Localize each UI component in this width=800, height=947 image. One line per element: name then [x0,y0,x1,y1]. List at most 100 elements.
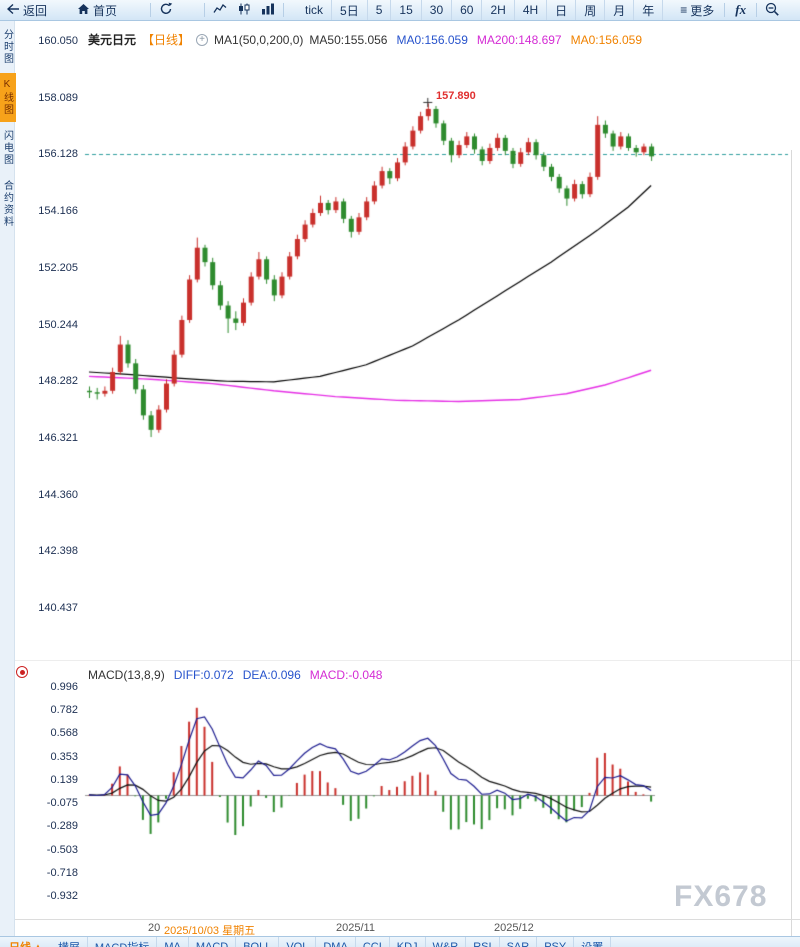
more-button[interactable]: ≡ 更多 [673,0,721,20]
macd-params-label: MACD(13,8,9) [88,668,165,682]
bottom-indicator-设置[interactable]: 设置 [574,937,612,947]
period-dropdown-label: 日线 [9,939,31,947]
interval-button-日[interactable]: 日 [547,0,577,20]
sidebar-item-4[interactable]: 合约资料 [1,180,13,228]
formula-button[interactable]: fx [728,0,753,20]
ma-params-label: MA1(50,0,200,0) [214,32,304,47]
price-axis-label: 142.398 [38,545,78,558]
ma-values: MA50:155.056 MA0:156.059 MA200:148.697 MA0:… [309,33,651,47]
menu-lines-icon: ≡ [680,3,688,17]
sidebar-item-1[interactable]: 分时图 [1,29,13,65]
line-chart-type-button[interactable] [208,0,232,20]
bottom-indicator-MACD指标[interactable]: MACD指标 [88,937,158,947]
refresh-icon [159,2,173,18]
home-label: 首页 [93,3,118,18]
chart-title-row: 美元日元 【日线】 + MA1(50,0,200,0) MA50:155.056… [88,31,651,48]
macd-axis-label: 0.353 [50,750,78,763]
bottom-indicator-DMA[interactable]: DMA [316,937,356,947]
symbol-name: 美元日元 [88,33,137,47]
period-tag: 【日线】 [142,33,191,47]
interval-button-group: tick 5日 5 15 30 60 2H 4H 日周月年 [297,0,664,20]
price-axis-label: 158.089 [38,91,78,104]
price-axis-label: 146.321 [38,431,78,444]
right-scrollbar[interactable] [791,150,792,947]
panel-divider [15,660,800,661]
macd-axis-label: -0.718 [46,866,78,879]
back-label: 返回 [23,3,48,18]
refresh-button[interactable] [154,0,178,20]
bottom-indicator-RSI[interactable]: RSI [466,937,500,947]
candlestick-icon [237,3,251,18]
macd-legend-row: MACD(13,8,9) DIFF:0.072 DEA:0.096 MACD:-0.0… [88,668,391,682]
zoom-out-button[interactable] [760,0,785,20]
macd-legend-value-2: MACD:-0.048 [309,668,383,682]
price-axis-label: 148.282 [38,375,78,388]
macd-axis-label: 0.782 [50,704,78,717]
bottom-indicator-横屏[interactable]: 横屏 [51,937,88,947]
interval-button-tick[interactable]: tick [297,0,333,20]
ma-value-3: MA0:156.059 [570,32,642,47]
bar-chart-icon [261,3,275,18]
price-axis-label: 150.244 [38,318,78,331]
macd-axis-label: -0.075 [46,797,78,810]
macd-axis-label: -0.289 [46,820,78,833]
time-axis-label-0: 20 [148,922,161,934]
bottom-indicator-BOLL[interactable]: BOLL [236,937,280,947]
bottom-indicator-MA[interactable]: MA [157,937,189,947]
macd-axis-label: 0.996 [50,681,78,693]
home-button[interactable]: 首页 [70,0,124,20]
more-label: 更多 [690,3,715,18]
macd-axis-label: 0.568 [50,727,78,740]
triangle-up-icon: ▲ [34,942,42,947]
time-axis-label-2: 2025/11 [336,922,375,934]
indicator-button-group: 横屏MACD指标MAMACDBOLLVOLDMACCIKDJW&RRSISARP… [51,937,612,947]
fx-formula-icon: fx [735,2,747,17]
interval-button-月[interactable]: 月 [605,0,635,20]
time-axis-label-3: 2025/12 [494,922,534,934]
bottom-indicator-VOL[interactable]: VOL [279,937,317,947]
toolbar-divider [756,3,758,17]
bottom-indicator-W&R[interactable]: W&R [426,937,467,947]
toolbar-divider [150,3,152,17]
interval-button-15[interactable]: 15 [391,0,422,20]
interval-button-5[interactable]: 5 [368,0,392,20]
period-dropdown[interactable]: 日线 ▲ [0,939,51,947]
interval-button-5日[interactable]: 5日 [332,0,368,20]
bar-chart-type-button[interactable] [256,0,280,20]
interval-button-周[interactable]: 周 [576,0,606,20]
add-overlay-icon[interactable]: + [196,33,209,46]
back-button[interactable]: 返回 [0,0,54,20]
sidebar-item-2[interactable]: K线图 [0,73,16,122]
back-arrow-icon [6,3,20,17]
bottom-indicator-SAR[interactable]: SAR [500,937,538,947]
home-icon [77,3,90,18]
macd-legend-value-0: DIFF:0.072 [173,668,234,682]
toolbar-divider [204,3,206,17]
time-axis: 20 2025/10/03 星期五 2025/11 2025/12 [0,919,800,937]
time-axis-label-1: 2025/10/03 星期五 [164,925,256,937]
interval-button-60[interactable]: 60 [452,0,483,20]
watermark: FX678 [674,880,768,913]
price-axis-label: 152.205 [38,261,78,274]
bottom-indicator-MACD[interactable]: MACD [189,937,237,947]
toolbar-divider [283,3,285,17]
interval-button-30[interactable]: 30 [422,0,453,20]
candlestick-chart-type-button[interactable] [232,0,256,20]
interval-button-2H[interactable]: 2H [482,0,515,20]
bottom-indicator-CCI[interactable]: CCI [356,937,390,947]
price-axis-label: 156.128 [38,148,78,161]
sidebar-item-3[interactable]: 闪电图 [1,130,13,166]
bottom-indicator-PSY[interactable]: PSY [537,937,575,947]
ma-value-0: MA50:155.056 [309,32,388,47]
bottom-indicator-KDJ[interactable]: KDJ [390,937,426,947]
indicator-marker-icon[interactable] [16,666,28,678]
peak-price-annotation: 157.890 [436,90,476,102]
price-axis-label: 160.050 [38,35,78,47]
interval-button-年[interactable]: 年 [634,0,664,20]
magnifier-minus-icon [765,2,780,19]
chart-mode-sidebar: 分时图 K线图闪电图合约资料 [0,21,16,947]
interval-button-4H[interactable]: 4H [515,0,548,20]
macd-legend-value-1: DEA:0.096 [242,668,301,682]
